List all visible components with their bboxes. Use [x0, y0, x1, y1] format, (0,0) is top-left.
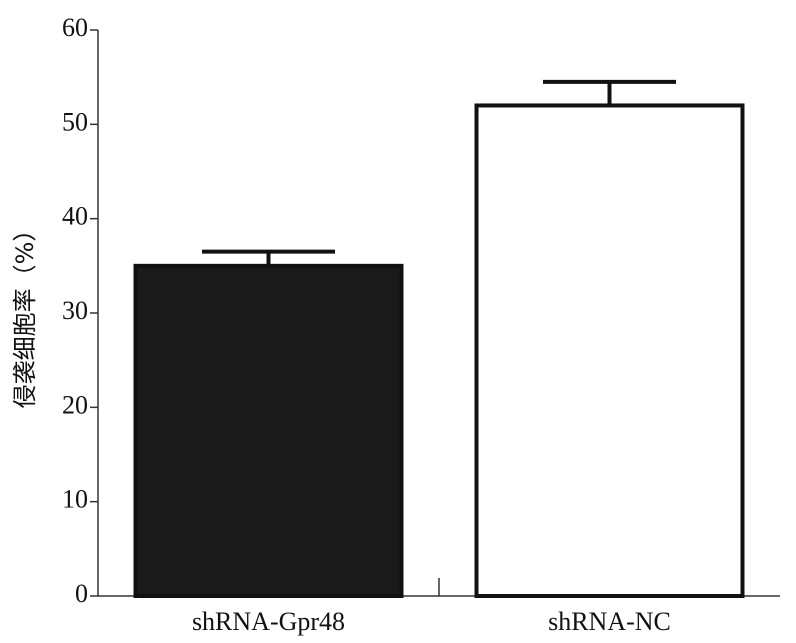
- y-tick-label: 10: [62, 485, 88, 514]
- y-axis-label: 侵袭细胞率（%）: [11, 218, 39, 409]
- y-tick-label: 30: [62, 296, 88, 325]
- x-tick-label: shRNA-Gpr48: [192, 607, 345, 636]
- y-tick-label: 0: [75, 579, 88, 608]
- y-tick-label: 40: [62, 202, 88, 231]
- bar: [133, 263, 404, 598]
- y-tick-label: 50: [62, 107, 88, 136]
- x-tick-label: shRNA-NC: [548, 607, 671, 636]
- y-tick-label: 60: [62, 13, 88, 42]
- y-tick-label: 20: [62, 390, 88, 419]
- bar: [474, 103, 745, 598]
